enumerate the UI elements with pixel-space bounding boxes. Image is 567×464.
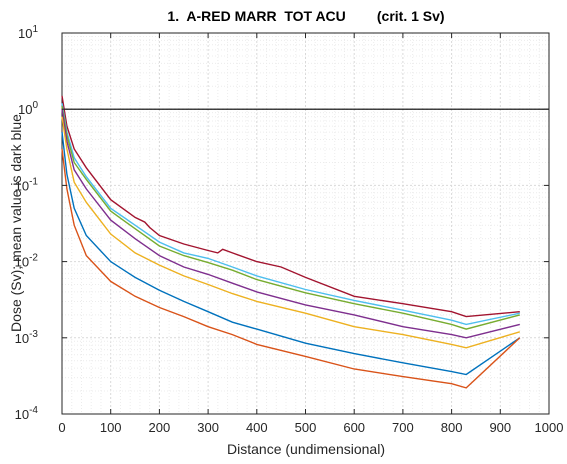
x-tick-label: 400: [246, 420, 268, 435]
y-tick-label: 10-2: [15, 253, 39, 270]
x-tick-label: 900: [489, 420, 511, 435]
y-tick-labels: 10-4 10-3 10-2 10-1 100 101: [15, 24, 549, 422]
y-tick-label: 10-1: [15, 176, 39, 193]
y-tick-label: 100: [18, 100, 38, 117]
y-tick-label: 10-3: [15, 329, 39, 346]
x-tick-label: 100: [100, 420, 122, 435]
x-tick-label: 200: [149, 420, 171, 435]
x-tick-label: 0: [58, 420, 65, 435]
y-tick-label: 101: [18, 24, 38, 41]
y-tick-label: 10-4: [15, 405, 39, 422]
x-tick-label: 700: [392, 420, 414, 435]
x-tick-label: 600: [343, 420, 365, 435]
series-line-1: [61, 95, 520, 318]
series-line-3: [61, 105, 520, 330]
series-line-5: [61, 116, 521, 349]
series-line-2: [61, 103, 520, 326]
series-group: [61, 95, 521, 389]
series-line-4: [61, 109, 520, 339]
chart-title: 1. A-RED MARR TOT ACU (crit. 1 Sv): [167, 8, 444, 24]
x-tick-label: 300: [197, 420, 219, 435]
x-tick-label: 800: [441, 420, 463, 435]
y-axis-label: Dose (Sv); mean value is dark blue: [8, 114, 24, 332]
x-tick-label: 1000: [535, 420, 564, 435]
x-axis-label: Distance (undimensional): [227, 441, 385, 457]
x-tick-labels: 0 100 200 300 400 500 600 700 800 900 1000: [58, 33, 563, 435]
x-tick-label: 500: [295, 420, 317, 435]
series-line-7: [61, 148, 521, 389]
series-line-6: [61, 132, 521, 376]
